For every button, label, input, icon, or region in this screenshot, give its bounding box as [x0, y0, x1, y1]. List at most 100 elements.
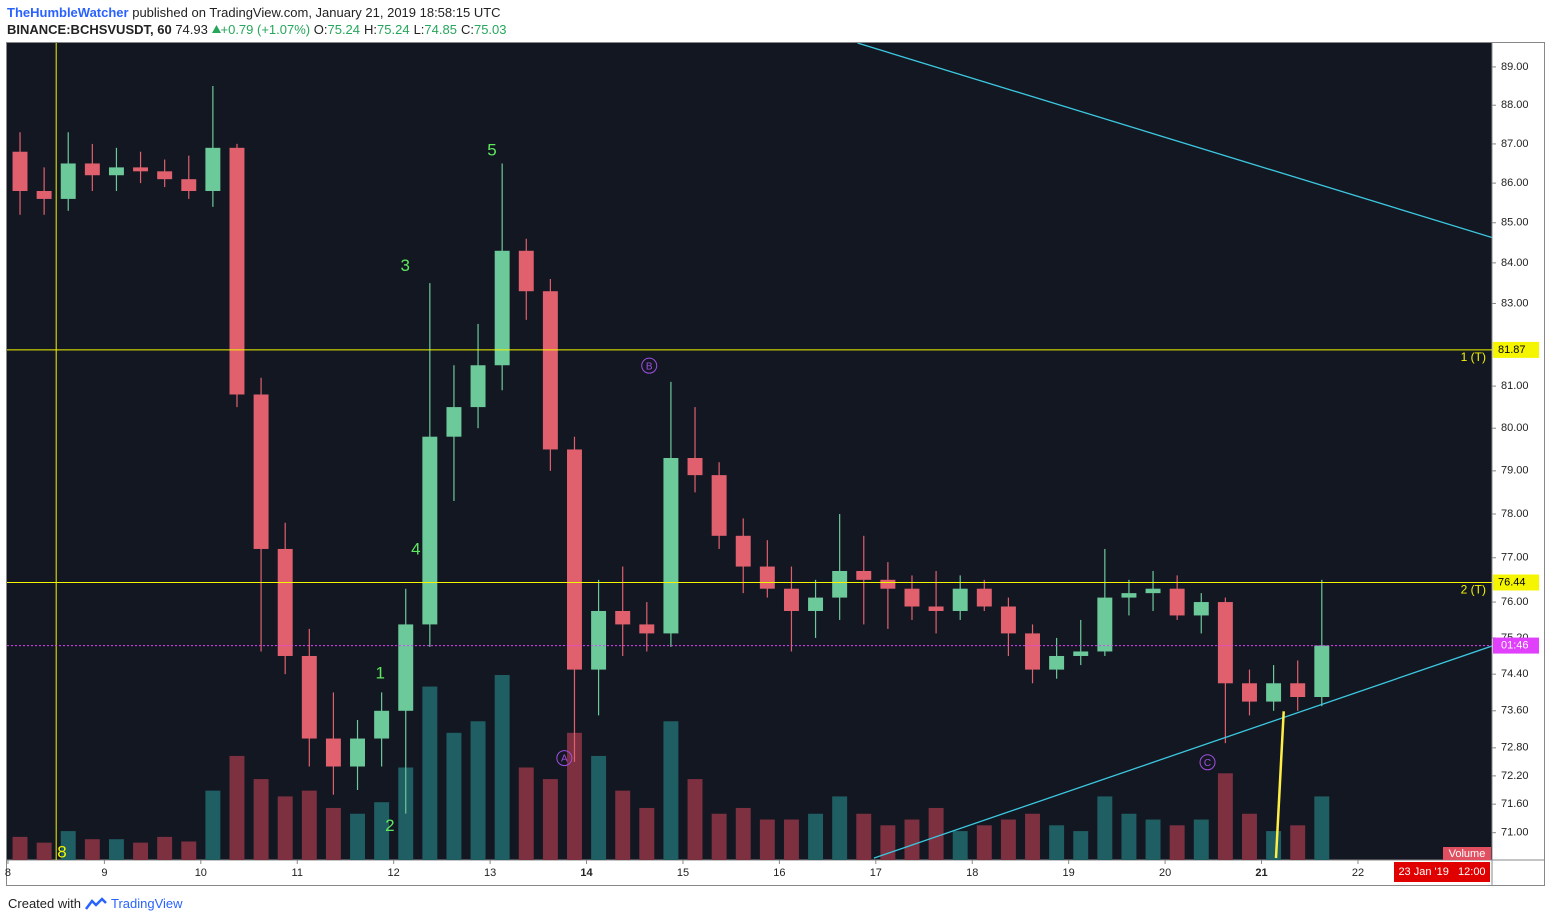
candle-body — [1073, 651, 1089, 656]
footer: Created with TradingView — [8, 896, 183, 911]
volume-bar — [663, 721, 679, 860]
volume-bar — [133, 842, 149, 860]
wave-label: 2 — [385, 816, 394, 835]
candle-body — [301, 655, 317, 739]
wave-label: B — [646, 361, 653, 372]
header-line: BINANCE:BCHSVUSDT, 60 74.93 +0.79 (+1.07… — [7, 21, 511, 38]
created-with: Created with — [8, 896, 81, 911]
candle-body — [325, 738, 341, 767]
candle-body — [1266, 683, 1282, 702]
volume-bar — [904, 819, 920, 860]
candle-body — [12, 151, 28, 192]
y-tick-label: 76.00 — [1501, 596, 1529, 608]
y-tick-label: 71.00 — [1501, 827, 1529, 839]
candle-body — [133, 167, 149, 172]
trend-line — [857, 43, 1492, 239]
x-tick-label: 15 — [677, 867, 689, 879]
volume-bar — [422, 686, 438, 860]
volume-bar — [205, 790, 221, 860]
candle-body — [181, 179, 197, 192]
volume-bar — [952, 831, 968, 860]
level-value: 81.87 — [1498, 344, 1526, 356]
candle-body — [663, 457, 679, 634]
candle-body — [928, 606, 944, 611]
volume-bar — [591, 755, 607, 860]
candle-body — [808, 597, 824, 611]
x-tick-label: 19 — [1063, 867, 1075, 879]
candle-body — [711, 475, 727, 536]
volume-bar — [60, 831, 76, 860]
volume-bar — [1097, 796, 1113, 860]
volume-bar — [446, 732, 462, 860]
x-tick-label: 12 — [388, 867, 400, 879]
volume-bar — [84, 839, 100, 860]
y-tick-label: 73.60 — [1501, 705, 1529, 717]
tv-logo[interactable] — [84, 896, 107, 911]
volume-bar — [783, 819, 799, 860]
x-tick-label: 22 — [1352, 867, 1364, 879]
volume-bar — [229, 755, 245, 860]
x-tick-label: 11 — [292, 867, 303, 879]
volume-bar — [181, 841, 197, 860]
x-tick-label: 17 — [870, 867, 882, 879]
x-tick-label: 20 — [1159, 867, 1171, 879]
y-tick-label: 86.00 — [1501, 177, 1529, 189]
candle-body — [205, 147, 221, 192]
ohlc-label: O: — [313, 22, 328, 37]
wave-circle — [641, 357, 658, 374]
header: TheHumbleWatcher published on TradingVie… — [7, 4, 511, 38]
volume-bar — [759, 819, 775, 860]
ohlc-value: 75.03 — [473, 22, 507, 37]
volume-bar — [567, 732, 582, 860]
candle-body — [735, 535, 751, 567]
volume-bar — [808, 813, 824, 860]
x-tick-label: 14 — [580, 867, 593, 879]
volume-bar — [1073, 831, 1089, 860]
volume-bar — [1217, 773, 1233, 860]
candle-body — [1290, 683, 1306, 698]
ohlc-value: 75.24 — [327, 22, 361, 37]
candle-body — [639, 624, 655, 634]
volume-bar — [735, 807, 751, 860]
candle-body — [470, 365, 486, 408]
x-tick-label: 10 — [195, 867, 207, 879]
candle-body — [1217, 602, 1233, 684]
candle-body — [687, 457, 703, 476]
x-tick-label: 16 — [773, 867, 785, 879]
candle-body — [229, 147, 245, 395]
time-label-box — [1394, 862, 1490, 882]
volume-bar — [1121, 813, 1137, 860]
brand[interactable]: TradingView — [110, 896, 183, 911]
candle-body — [1242, 683, 1257, 702]
candle-body — [952, 588, 968, 611]
volume-bar — [1314, 796, 1330, 860]
candle-body — [832, 570, 848, 598]
volume-bar — [928, 807, 944, 860]
volume-bar — [687, 779, 703, 860]
price-countdown: 01:46 — [1501, 639, 1529, 651]
y-tick-label: 78.00 — [1501, 508, 1529, 520]
candle-body — [157, 171, 173, 180]
wave-label: 5 — [487, 140, 496, 159]
candle-body — [494, 250, 510, 366]
candle-body — [591, 610, 607, 670]
volume-bar — [157, 836, 173, 860]
volume-bar — [1025, 813, 1040, 860]
y-tick-label: 80.00 — [1501, 422, 1529, 434]
author[interactable]: TheHumbleWatcher — [7, 5, 129, 20]
volume-bar — [1049, 825, 1065, 860]
y-tick-label: 72.80 — [1501, 742, 1529, 754]
candle-body — [1000, 606, 1016, 634]
candle-body — [350, 738, 365, 767]
volume-bar — [1266, 831, 1282, 860]
ohlc: O:75.24 H:75.24 L:74.85 C:75.03 — [314, 22, 511, 37]
axes: 71.0071.6072.2072.8073.6074.4075.2076.00… — [5, 61, 1539, 882]
wave-circle — [556, 750, 573, 767]
volume-bar — [398, 767, 414, 860]
ohlc-value: 74.85 — [424, 22, 457, 37]
candle-body — [1314, 645, 1330, 698]
level-label: 1 (T) — [1461, 350, 1486, 364]
candle-body — [1145, 588, 1161, 594]
candle-body — [615, 610, 631, 625]
